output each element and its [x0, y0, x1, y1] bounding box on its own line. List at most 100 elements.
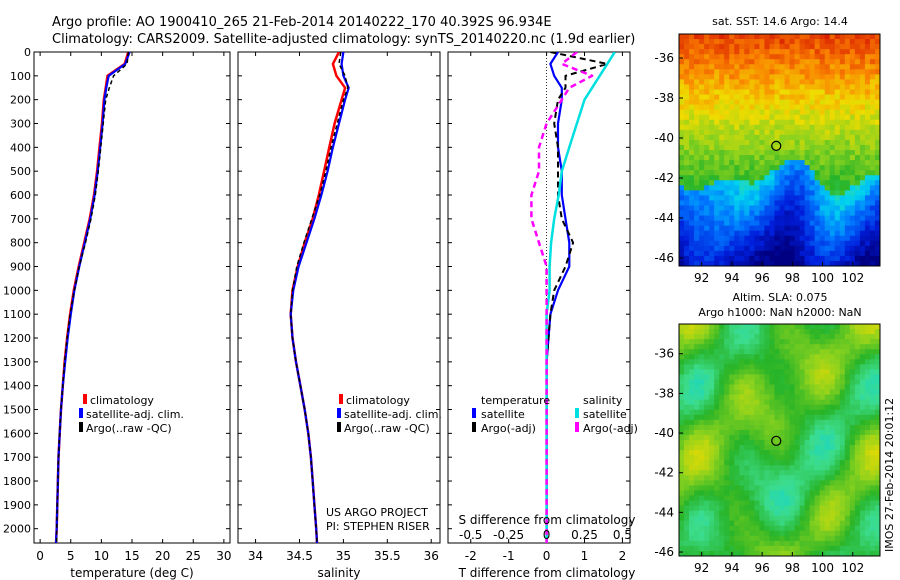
map-y-tick-label: -42: [654, 466, 674, 480]
map-cell: [774, 139, 781, 146]
map-cell: [799, 170, 806, 176]
map-cell: [744, 185, 750, 191]
map-cell: [779, 104, 786, 111]
map-cell: [679, 460, 685, 466]
map-cell: [834, 165, 841, 171]
map-cell: [764, 134, 771, 141]
map-cell: [774, 34, 781, 40]
map-cell: [749, 220, 755, 227]
map-cell: [799, 134, 806, 141]
map-cell: [794, 109, 801, 116]
map-cell: [689, 440, 695, 446]
map-cell: [864, 260, 871, 266]
map-cell: [874, 359, 880, 365]
map-cell: [829, 230, 836, 237]
map-cell: [764, 550, 771, 556]
map-cell: [699, 190, 705, 196]
map-cell: [704, 515, 710, 522]
map-cell: [874, 475, 880, 481]
legend-swatch-argo: [337, 422, 341, 432]
map-cell: [754, 144, 761, 151]
map-cell: [804, 139, 811, 146]
map-cell: [774, 339, 781, 345]
map-cell: [789, 470, 796, 476]
map-cell: [699, 480, 705, 486]
map-cell: [729, 329, 735, 335]
map-cell: [724, 129, 730, 136]
map-cell: [874, 455, 880, 461]
map-cell: [709, 225, 715, 232]
map-cell: [849, 389, 856, 396]
map-cell: [814, 440, 821, 446]
map-cell: [874, 344, 880, 350]
map-cell: [809, 84, 816, 91]
map-y-tick-label: -46: [654, 545, 674, 559]
map-cell: [819, 124, 826, 131]
map-cell: [679, 124, 685, 131]
map-y-tick-label: -38: [654, 386, 674, 400]
map-cell: [734, 455, 740, 461]
map-cell: [829, 124, 836, 131]
map-cell: [719, 94, 725, 101]
map-cell: [699, 535, 705, 542]
map-cell: [814, 155, 821, 161]
map-cell: [824, 455, 831, 461]
map-cell: [699, 409, 705, 416]
map-cell: [689, 39, 695, 45]
map-cell: [799, 230, 806, 237]
map-cell: [739, 220, 745, 227]
map-cell: [704, 475, 710, 481]
map-cell: [864, 409, 871, 416]
map-cell: [829, 399, 836, 406]
map-cell: [789, 495, 796, 502]
map-x-tick-label: 96: [754, 271, 769, 285]
map-cell: [859, 344, 866, 350]
map-cell: [829, 515, 836, 522]
map-cell: [784, 210, 791, 217]
map-cell: [724, 404, 730, 411]
map-cell: [824, 394, 831, 401]
map-cell: [784, 424, 791, 431]
map-cell: [744, 429, 750, 436]
map-cell: [789, 399, 796, 406]
map-cell: [784, 475, 791, 481]
map-cell: [694, 515, 700, 522]
map-cell: [799, 245, 806, 252]
map-cell: [764, 374, 771, 381]
map-cell: [849, 225, 856, 232]
map-cell: [774, 480, 781, 486]
map-cell: [704, 235, 710, 242]
map-cell: [809, 155, 816, 161]
map-cell: [844, 485, 851, 492]
map-cell: [749, 59, 755, 65]
map-cell: [864, 155, 871, 161]
map-cell: [714, 190, 720, 196]
map-cell: [694, 59, 700, 65]
map-cell: [784, 255, 791, 262]
map-cell: [759, 215, 766, 222]
map-cell: [699, 495, 705, 502]
map-cell: [704, 495, 710, 502]
map-cell: [804, 79, 811, 86]
map-cell: [774, 490, 781, 497]
map-cell: [739, 175, 745, 181]
map-cell: [839, 59, 846, 65]
map-cell: [834, 434, 841, 441]
map-cell: [709, 205, 715, 212]
map-cell: [764, 434, 771, 441]
map-cell: [874, 175, 880, 181]
map-cell: [689, 215, 695, 222]
map-cell: [699, 349, 705, 355]
map-cell: [839, 205, 846, 212]
map-cell: [739, 34, 745, 40]
map-cell: [859, 475, 866, 481]
map-cell: [719, 394, 725, 401]
map-cell: [784, 260, 791, 266]
map-cell: [819, 74, 826, 80]
map-cell: [689, 450, 695, 456]
header-line-2: Climatology: CARS2009. Satellite-adjuste…: [52, 32, 635, 47]
map-cell: [754, 480, 761, 486]
map-cell: [844, 255, 851, 262]
map-cell: [769, 245, 776, 252]
map-cell: [864, 510, 871, 517]
